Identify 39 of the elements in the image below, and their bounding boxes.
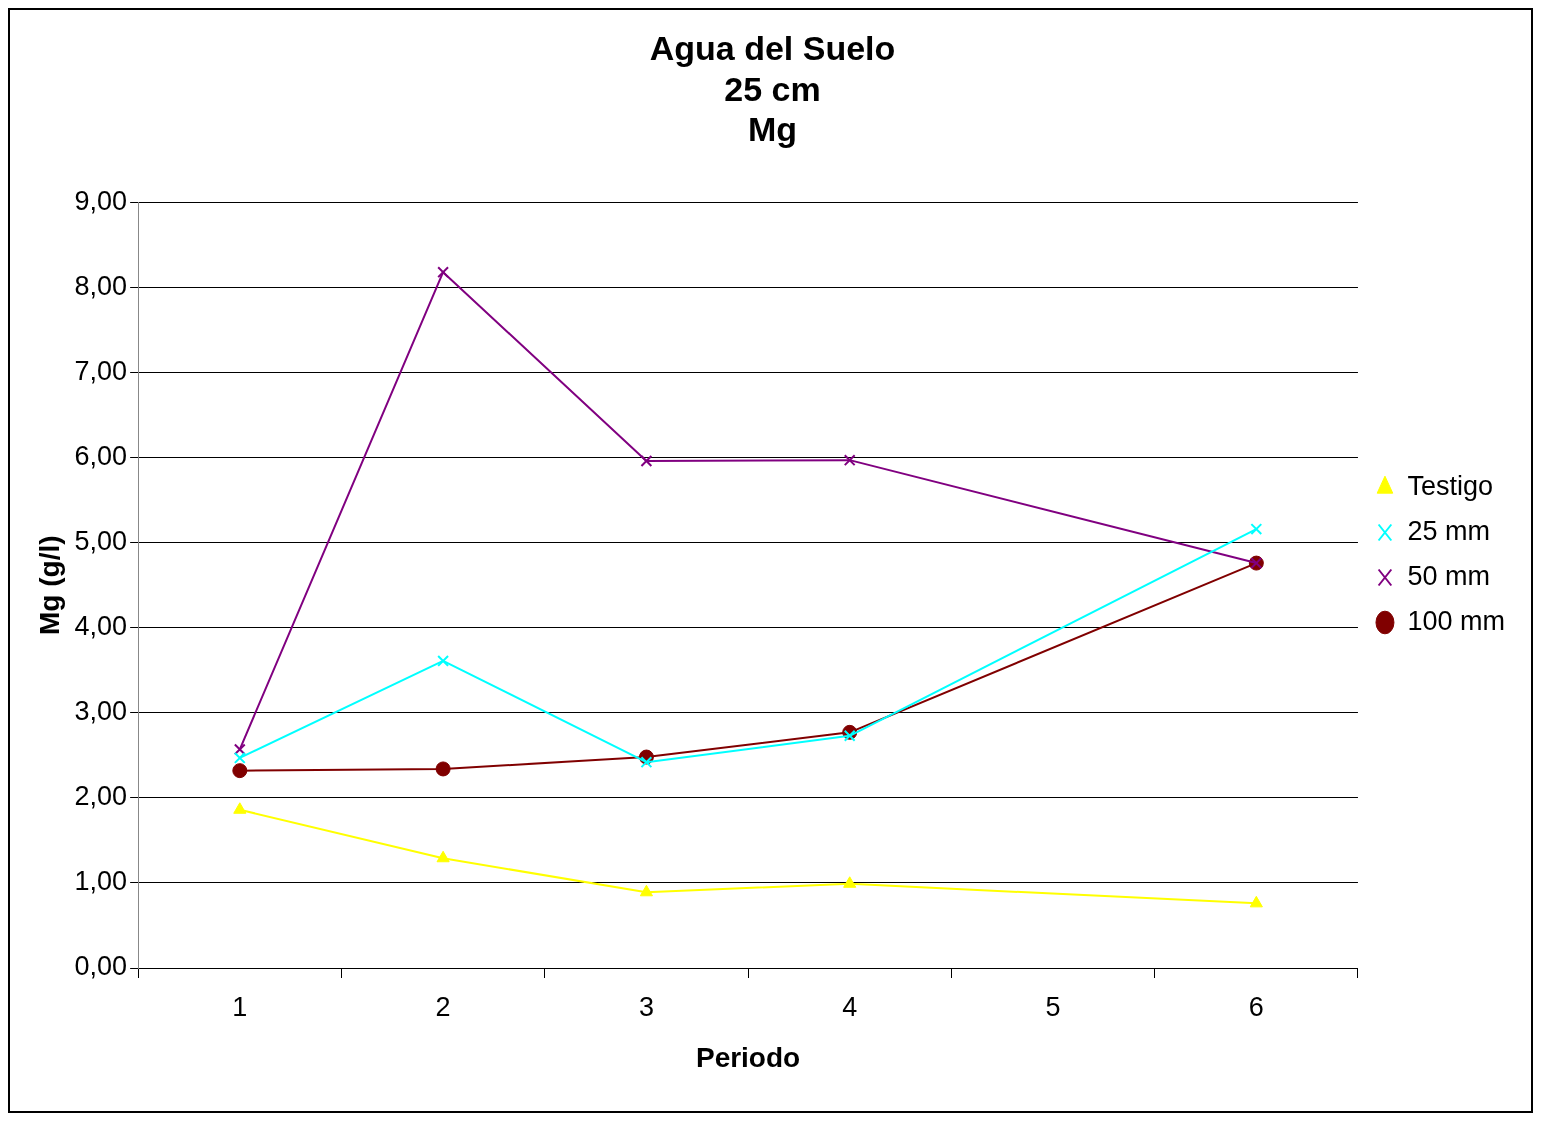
y-tick-label: 2,00 bbox=[74, 781, 128, 812]
point bbox=[437, 654, 450, 667]
y-tick-label: 5,00 bbox=[74, 526, 128, 557]
point bbox=[233, 802, 247, 814]
point bbox=[639, 884, 653, 897]
x-tick-label: 2 bbox=[435, 991, 451, 1022]
point bbox=[843, 729, 856, 742]
x-tick-label: 5 bbox=[1045, 991, 1061, 1022]
legend-label: 50 mm bbox=[1407, 560, 1490, 591]
point bbox=[640, 756, 653, 769]
y-tick-label: 9,00 bbox=[74, 185, 128, 216]
point bbox=[1250, 523, 1263, 536]
y-tick-label: 8,00 bbox=[74, 270, 128, 301]
point bbox=[233, 751, 246, 764]
point bbox=[232, 763, 248, 779]
point bbox=[843, 876, 857, 888]
x-tick-label: 6 bbox=[1248, 991, 1264, 1022]
y-tick-label: 4,00 bbox=[74, 611, 128, 642]
y-tick-label: 7,00 bbox=[74, 355, 128, 386]
point bbox=[435, 761, 451, 777]
point bbox=[436, 850, 450, 863]
point bbox=[233, 743, 246, 756]
y-tick-label: 0,00 bbox=[74, 951, 128, 982]
chart-title: Agua del Suelo 25 cm Mg bbox=[649, 28, 896, 149]
legend-label: Testigo bbox=[1407, 470, 1494, 501]
point bbox=[1249, 895, 1263, 908]
point bbox=[843, 454, 856, 467]
x-tick-label: 1 bbox=[232, 991, 248, 1022]
y-tick-label: 3,00 bbox=[74, 696, 128, 727]
x-tick-label: 4 bbox=[842, 991, 858, 1022]
y-axis-title: Mg (g/l) bbox=[33, 535, 65, 635]
x-tick-label: 3 bbox=[638, 991, 654, 1022]
legend-label: 25 mm bbox=[1407, 515, 1490, 546]
x-axis-title: Periodo bbox=[695, 1041, 801, 1073]
y-tick-label: 1,00 bbox=[74, 866, 128, 897]
point bbox=[437, 266, 450, 279]
y-tick-label: 6,00 bbox=[74, 441, 128, 472]
point bbox=[640, 455, 653, 467]
legend-label: 100 mm bbox=[1407, 605, 1506, 636]
